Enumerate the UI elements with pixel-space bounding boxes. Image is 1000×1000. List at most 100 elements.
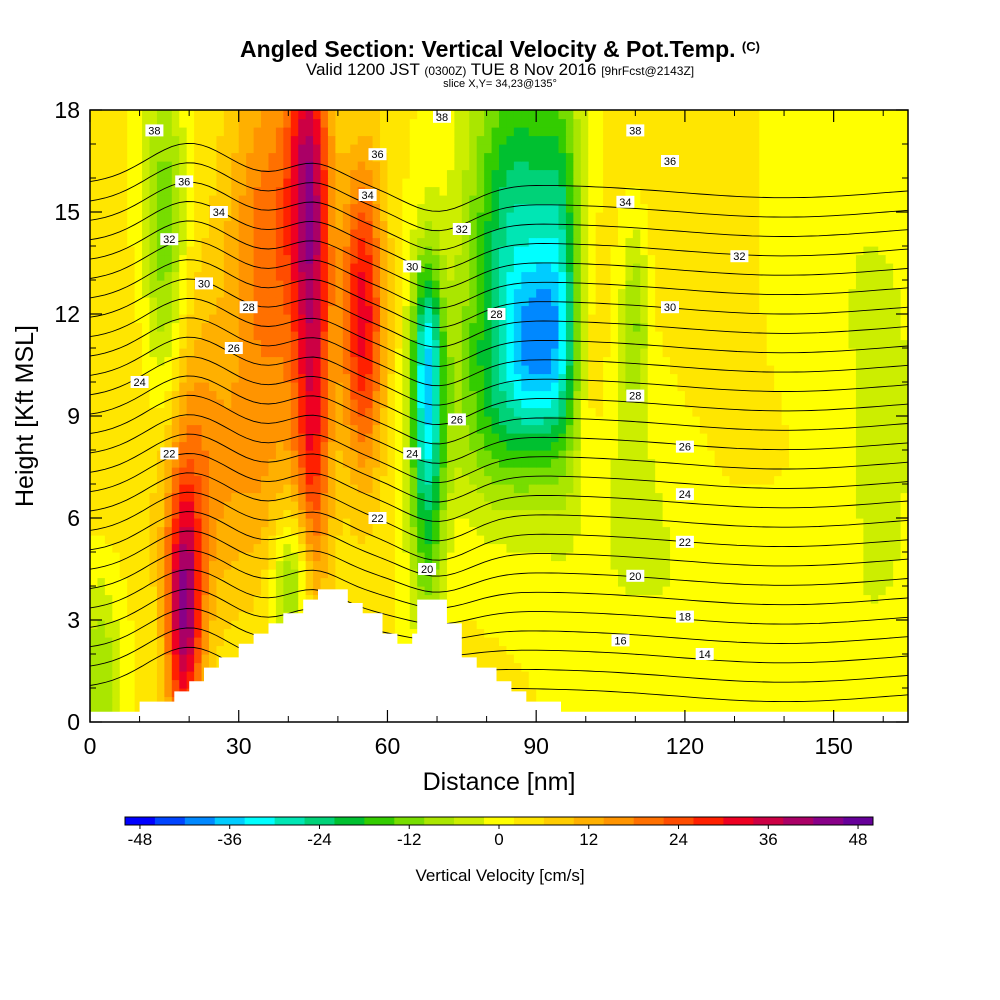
velocity-cell — [394, 416, 403, 426]
velocity-cell — [677, 603, 686, 613]
velocity-cell — [900, 458, 908, 468]
velocity-cell — [194, 365, 203, 375]
velocity-cell — [134, 637, 143, 647]
velocity-cell — [536, 620, 545, 630]
velocity-cell — [543, 535, 552, 545]
velocity-cell — [826, 348, 835, 358]
velocity-cell — [870, 637, 879, 647]
velocity-cell — [655, 484, 664, 494]
velocity-cell — [335, 424, 344, 434]
velocity-cell — [164, 382, 173, 392]
velocity-cell — [112, 603, 121, 613]
velocity-cell — [833, 339, 842, 349]
velocity-cell — [855, 611, 864, 621]
velocity-cell — [848, 552, 857, 562]
velocity-cell — [372, 441, 381, 451]
velocity-cell — [521, 441, 530, 451]
velocity-cell — [513, 620, 522, 630]
velocity-cell — [692, 501, 701, 511]
velocity-cell — [387, 407, 396, 417]
velocity-cell — [208, 603, 218, 613]
velocity-cell — [878, 492, 887, 502]
velocity-cell — [662, 390, 671, 400]
velocity-cell — [357, 356, 366, 366]
velocity-cell — [811, 407, 820, 417]
velocity-cell — [246, 373, 255, 383]
velocity-cell — [305, 560, 314, 570]
velocity-cell — [476, 654, 485, 664]
velocity-cell — [305, 424, 314, 434]
velocity-cell — [707, 543, 716, 553]
velocity-cell — [171, 543, 180, 553]
velocity-cell — [833, 407, 842, 417]
velocity-cell — [655, 526, 664, 536]
velocity-cell — [900, 586, 908, 596]
velocity-cell — [246, 484, 255, 494]
velocity-cell — [796, 603, 805, 613]
velocity-cell — [759, 356, 768, 366]
velocity-cell — [409, 518, 418, 528]
velocity-cell — [521, 475, 530, 485]
velocity-cell — [439, 475, 448, 485]
velocity-cell — [335, 365, 344, 375]
velocity-cell — [662, 492, 671, 502]
velocity-cell — [194, 390, 203, 400]
velocity-cell — [283, 373, 292, 383]
velocity-cell — [558, 399, 567, 409]
velocity-cell — [223, 526, 232, 536]
velocity-cell — [380, 535, 389, 545]
velocity-cell — [565, 509, 574, 519]
velocity-cell — [142, 450, 151, 460]
velocity-cell — [766, 475, 775, 485]
velocity-cell — [848, 382, 857, 392]
velocity-cell — [469, 492, 478, 502]
velocity-cell — [156, 679, 165, 689]
velocity-cell — [595, 586, 604, 596]
velocity-cell — [818, 356, 827, 366]
velocity-cell — [506, 399, 515, 409]
velocity-cell — [692, 450, 701, 460]
velocity-cell — [885, 484, 894, 494]
velocity-cell — [900, 645, 908, 655]
velocity-cell — [603, 433, 612, 443]
velocity-cell — [677, 696, 686, 706]
velocity-cell — [662, 475, 671, 485]
velocity-cell — [707, 637, 716, 647]
velocity-cell — [811, 637, 820, 647]
velocity-cell — [603, 569, 612, 579]
velocity-cell — [885, 671, 894, 681]
velocity-cell — [751, 382, 760, 392]
velocity-cell — [261, 603, 270, 613]
velocity-cell — [759, 424, 768, 434]
velocity-cell — [104, 526, 113, 536]
velocity-cell — [283, 339, 292, 349]
velocity-cell — [521, 662, 530, 672]
velocity-cell — [900, 637, 908, 647]
velocity-cell — [848, 560, 857, 570]
velocity-cell — [751, 484, 760, 494]
velocity-cell — [684, 603, 693, 613]
velocity-cell — [543, 475, 552, 485]
velocity-cell — [461, 467, 470, 477]
velocity-cell — [119, 662, 128, 672]
velocity-cell — [112, 611, 121, 621]
velocity-cell — [253, 509, 262, 519]
velocity-cell — [878, 535, 887, 545]
velocity-cell — [885, 696, 894, 706]
velocity-cell — [127, 475, 136, 485]
velocity-cell — [870, 475, 879, 485]
velocity-cell — [223, 620, 232, 630]
velocity-cell — [826, 407, 835, 417]
velocity-cell — [521, 594, 530, 604]
velocity-cell — [818, 526, 827, 536]
velocity-cell — [893, 637, 902, 647]
velocity-cell — [729, 441, 738, 451]
velocity-cell — [372, 450, 381, 460]
velocity-cell — [699, 348, 708, 358]
velocity-cell — [499, 348, 508, 358]
velocity-cell — [119, 611, 128, 621]
velocity-cell — [670, 407, 679, 417]
velocity-cell — [186, 535, 195, 545]
velocity-cell — [417, 467, 426, 477]
velocity-cell — [521, 390, 530, 400]
